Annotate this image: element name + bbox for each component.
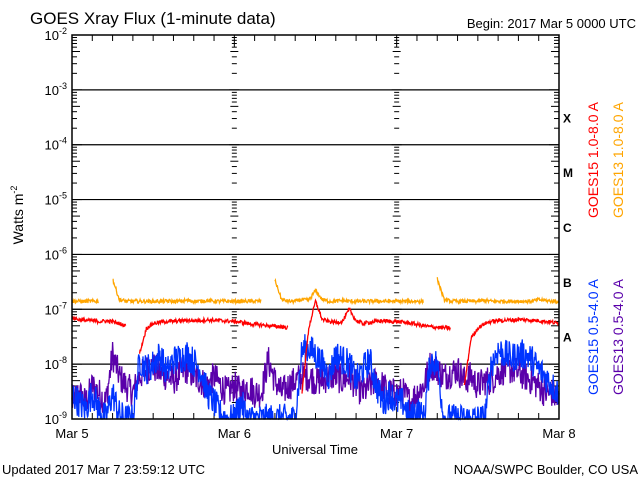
flare-class-label-B: B <box>563 276 572 290</box>
x-axis-label: Universal Time <box>272 442 358 457</box>
y-tick-labels: 10-2 10-3 10-4 10-5 10-6 10-7 10-8 10-9 <box>45 26 67 427</box>
y-tick-label: 10-8 <box>45 355 67 372</box>
x-tick-labels: Mar 5 Mar 6 Mar 7 Mar 8 <box>55 426 575 441</box>
axis-ticks <box>71 35 560 420</box>
y-tick-label: 10-7 <box>45 300 67 317</box>
series-line-goes13-0-5-4-0-a <box>71 341 560 419</box>
flare-class-label-X: X <box>563 111 571 125</box>
x-tick-label: Mar 8 <box>542 426 575 441</box>
flare-class-label-A: A <box>563 331 572 345</box>
updated-timestamp: Updated 2017 Mar 7 23:59:12 UTC <box>2 462 205 477</box>
data-source: NOAA/SWPC Boulder, CO USA <box>454 462 639 477</box>
series-line-goes15-1-0-8-0-a <box>71 298 560 394</box>
flare-class-label-C: C <box>563 221 572 235</box>
x-tick-label: Mar 6 <box>218 426 251 441</box>
y-tick-label: 10-2 <box>45 26 67 43</box>
flare-class-labels: X M C B A <box>563 111 573 344</box>
x-tick-label: Mar 7 <box>380 426 413 441</box>
y-tick-label: 10-4 <box>45 136 67 153</box>
y-axis-label: Watts m-2 <box>9 186 26 245</box>
chart-title: GOES Xray Flux (1-minute data) <box>30 9 276 28</box>
y-tick-label: 10-9 <box>45 410 67 427</box>
legend-goes15-short: GOES15 0.5-4.0 A <box>585 278 601 395</box>
y-tick-label: 10-6 <box>45 245 67 262</box>
legend-goes13-long: GOES13 1.0-8.0 A <box>610 101 626 218</box>
x-tick-label: Mar 5 <box>55 426 88 441</box>
series-line-goes15-0-5-4-0-a <box>71 334 560 421</box>
legend-goes13-short: GOES13 0.5-4.0 A <box>610 278 626 395</box>
series-lines <box>71 277 560 421</box>
plot-frame <box>71 34 560 420</box>
y-tick-label: 10-3 <box>45 81 67 98</box>
series-line-goes13-1-0-8-0-a <box>71 277 560 306</box>
flare-class-label-M: M <box>563 166 573 180</box>
y-tick-label: 10-5 <box>45 191 67 208</box>
legend-goes15-long: GOES15 1.0-8.0 A <box>585 101 601 218</box>
begin-time: Begin: 2017 Mar 5 0000 UTC <box>467 16 636 31</box>
